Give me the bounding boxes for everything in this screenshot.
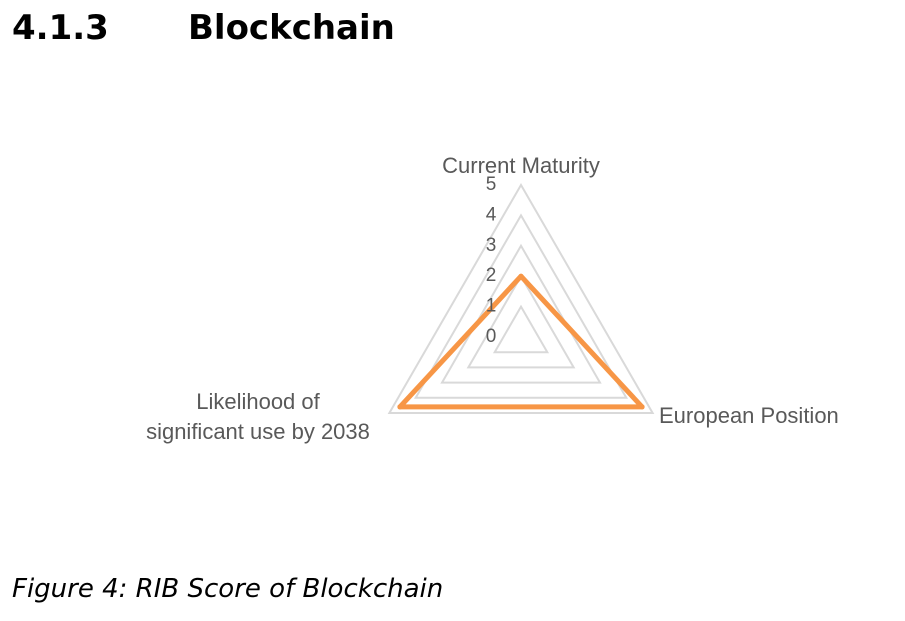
- tick-label-2: 2: [486, 265, 497, 286]
- radar-series: [397, 273, 645, 410]
- tick-label-4: 4: [486, 204, 497, 225]
- axis-label-2-line-0: Likelihood of: [196, 389, 320, 414]
- axis-label-0: Current Maturity: [442, 153, 600, 178]
- section-title: Blockchain: [188, 8, 395, 48]
- series-point-1: [639, 404, 645, 410]
- axis-label-1: European Position: [659, 403, 839, 428]
- tick-label-5: 5: [486, 174, 497, 195]
- axis-label-2-line-1: significant use by 2038: [146, 419, 370, 444]
- tick-label-0: 0: [486, 326, 497, 347]
- grid-ring-4: [413, 213, 629, 399]
- radar-axis-labels: Current Maturity European Position Likelih…: [146, 153, 839, 444]
- series-point-0: [518, 273, 524, 279]
- series-line-0: [397, 273, 645, 410]
- tick-label-3: 3: [486, 235, 497, 256]
- tick-label-1: 1: [486, 296, 497, 317]
- grid-ring-2: [466, 274, 576, 369]
- section-heading: 4.1.3 Blockchain: [12, 8, 395, 48]
- grid-ring-3: [440, 243, 602, 384]
- section-number: 4.1.3: [12, 8, 109, 48]
- axis-label-1-line-0: European Position: [659, 403, 839, 428]
- axis-label-2: Likelihood of significant use by 2038: [146, 389, 370, 444]
- grid-ring-5: [387, 183, 655, 414]
- radar-tick-labels: 0 1 2 3 4 5: [486, 174, 497, 347]
- figure-caption: Figure 4: RIB Score of Blockchain: [12, 574, 444, 604]
- axis-label-0-line-0: Current Maturity: [442, 153, 600, 178]
- radar-chart: 0 1 2 3 4 5 Current Maturity European Position…: [146, 153, 839, 444]
- radar-grid: [387, 183, 655, 414]
- series-point-2: [397, 404, 403, 410]
- grid-ring-1: [492, 304, 550, 354]
